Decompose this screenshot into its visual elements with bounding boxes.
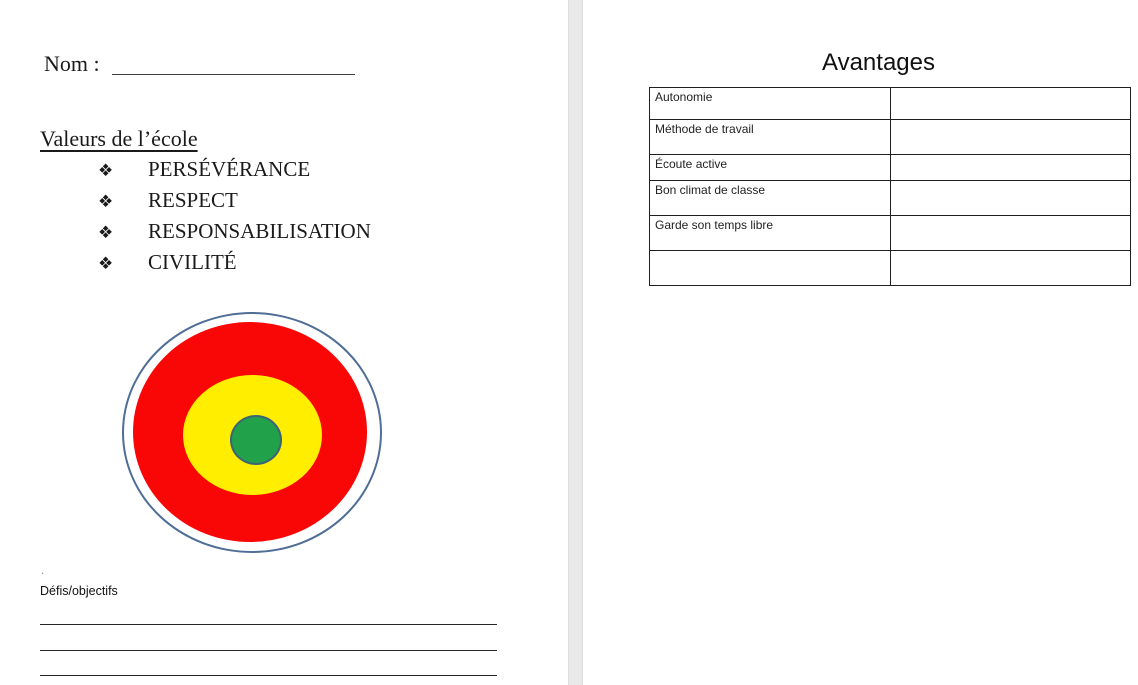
values-list: ❖ PERSÉVÉRANCE ❖ RESPECT ❖ RESPONSABILISATION… [98, 157, 371, 281]
table-label-cell[interactable]: Autonomie [649, 87, 891, 120]
values-list-label: RESPONSABILISATION [148, 219, 371, 243]
table-value-cell[interactable] [890, 154, 1131, 181]
table-row: Méthode de travail [649, 119, 1131, 155]
page-gap-divider [568, 0, 583, 685]
writing-line[interactable] [40, 650, 497, 651]
diamond-bullet-icon: ❖ [98, 192, 114, 211]
table-label-cell[interactable]: Bon climat de classe [649, 180, 891, 216]
table-row: Autonomie [649, 87, 1131, 120]
values-list-item: ❖ RESPONSABILISATION [98, 219, 371, 250]
table-row: Bon climat de classe [649, 180, 1131, 216]
table-label-cell[interactable]: Méthode de travail [649, 119, 891, 155]
table-value-cell[interactable] [890, 250, 1131, 286]
name-label: Nom : [44, 51, 100, 76]
advantages-table-body: Autonomie Méthode de travail Écoute active… [649, 87, 1131, 286]
values-list-label: RESPECT [148, 188, 238, 212]
values-list-item: ❖ RESPECT [98, 188, 371, 219]
stray-period-mark: . [41, 563, 45, 577]
table-label-cell[interactable]: Écoute active [649, 154, 891, 181]
diamond-bullet-icon: ❖ [98, 254, 114, 273]
challenges-label: Défis/objectifs [40, 584, 118, 598]
table-row: Garde son temps libre [649, 215, 1131, 251]
writing-line[interactable] [40, 624, 497, 625]
table-value-cell[interactable] [890, 87, 1131, 120]
values-list-item: ❖ PERSÉVÉRANCE [98, 157, 371, 188]
advantages-heading: Avantages [822, 49, 935, 76]
writing-line[interactable] [40, 675, 497, 676]
diamond-bullet-icon: ❖ [98, 223, 114, 242]
name-blank-line[interactable] [112, 74, 355, 75]
bullseye-target-image [115, 303, 390, 561]
writing-lines [40, 624, 497, 680]
table-value-cell[interactable] [890, 119, 1131, 155]
values-heading: Valeurs de l’école [40, 126, 198, 151]
table-row: Écoute active [649, 154, 1131, 181]
advantages-table: Autonomie Méthode de travail Écoute active… [649, 87, 1131, 286]
values-list-item: ❖ CIVILITÉ [98, 250, 371, 281]
table-value-cell[interactable] [890, 215, 1131, 251]
table-value-cell[interactable] [890, 180, 1131, 216]
diamond-bullet-icon: ❖ [98, 161, 114, 180]
table-label-cell[interactable]: Garde son temps libre [649, 215, 891, 251]
values-list-label: PERSÉVÉRANCE [148, 157, 311, 181]
table-label-cell[interactable] [649, 250, 891, 286]
target-center-zone [230, 415, 282, 465]
values-list-label: CIVILITÉ [148, 250, 237, 274]
table-row [649, 250, 1131, 286]
